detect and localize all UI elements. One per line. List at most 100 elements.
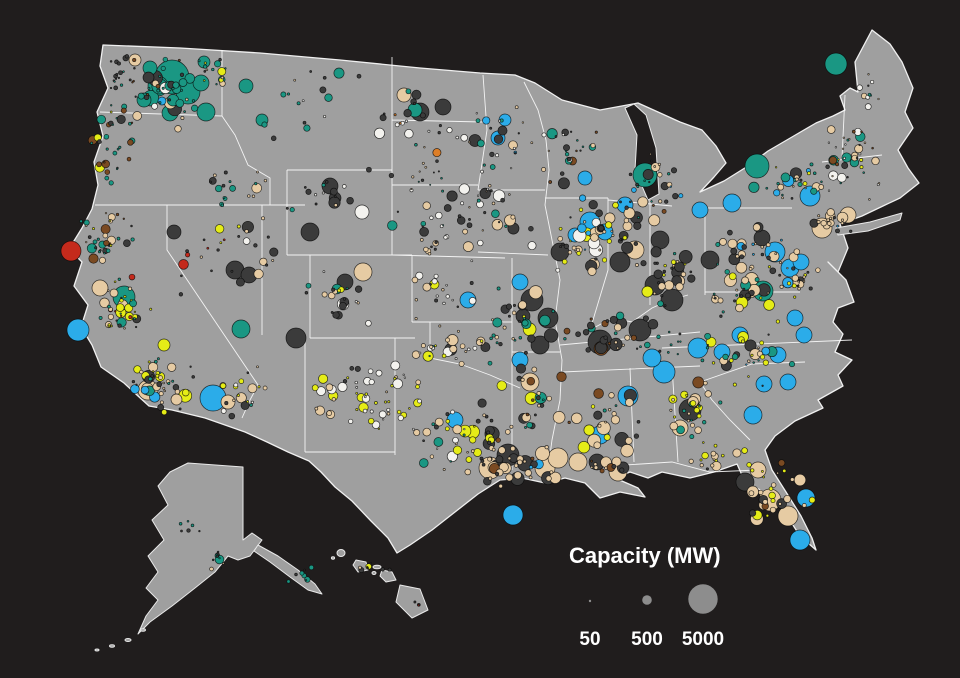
plant-dot — [637, 196, 649, 208]
plant-dot — [678, 332, 682, 336]
plant-dot — [841, 162, 849, 169]
plant-dot — [767, 265, 771, 269]
plant-dot — [211, 67, 215, 72]
plant-dot — [325, 383, 334, 392]
plant-dot — [498, 483, 503, 489]
plant-dot — [271, 258, 275, 262]
plant-dot — [390, 384, 394, 388]
plant-dot — [786, 281, 792, 286]
plant-dot — [462, 433, 466, 437]
plant-dot — [218, 57, 222, 62]
plant-dot — [510, 214, 516, 220]
plant-dot — [305, 282, 312, 289]
plant-dot — [418, 170, 421, 173]
plant-dot — [109, 86, 113, 90]
plant-dot — [514, 105, 519, 110]
plant-dot — [788, 361, 796, 368]
plant-dot — [571, 412, 583, 424]
plant-dot — [769, 267, 777, 275]
plant-dot — [590, 465, 594, 469]
plant-dot — [507, 314, 511, 318]
plant-dot — [133, 66, 136, 70]
plant-dot — [189, 365, 192, 368]
plant-dot — [574, 248, 577, 251]
plant-dot — [563, 327, 571, 335]
plant-dot — [828, 156, 838, 165]
plant-dot — [636, 419, 641, 424]
plant-dot — [761, 346, 771, 356]
plant-dot — [759, 296, 763, 300]
plant-dot — [652, 360, 676, 384]
plant-dot — [827, 141, 831, 144]
plant-dot — [324, 180, 329, 184]
plant-dot — [246, 371, 250, 375]
plant-dot — [614, 340, 618, 345]
plant-dot — [285, 327, 307, 349]
plant-dot — [543, 328, 559, 343]
plant-dot — [674, 261, 685, 273]
plant-dot — [238, 378, 245, 384]
plant-dot — [466, 451, 469, 454]
plant-dot — [104, 211, 108, 215]
plant-dot — [515, 363, 527, 374]
plant-dot — [462, 241, 474, 252]
plant-dot — [377, 427, 381, 430]
plant-dot — [142, 71, 155, 84]
plant-dot — [386, 411, 391, 416]
plant-dot — [739, 254, 745, 260]
plant-dot — [170, 393, 183, 406]
plant-dot — [342, 379, 348, 384]
plant-dot — [609, 315, 618, 324]
plant-dot — [858, 143, 861, 147]
plant-dot — [358, 565, 362, 570]
plant-dot — [445, 337, 451, 343]
plant-dot — [337, 288, 341, 293]
plant-dot — [156, 381, 163, 388]
plant-dot — [590, 404, 596, 409]
legend-label-500: 500 — [631, 629, 663, 650]
plant-dot — [489, 418, 494, 423]
plant-dot — [483, 211, 487, 215]
plant-dot — [689, 270, 693, 274]
plant-dot — [631, 187, 637, 193]
plant-dot — [633, 241, 639, 246]
plant-dot — [557, 236, 563, 242]
plant-dot — [422, 427, 432, 437]
plant-dot — [235, 277, 245, 287]
plant-dot — [109, 60, 113, 63]
plant-dot — [508, 193, 511, 196]
plant-dot — [423, 246, 429, 253]
plant-dot — [365, 320, 372, 327]
plant-dots-layer — [60, 52, 881, 607]
plant-dot — [531, 366, 538, 373]
plant-dot — [128, 273, 136, 281]
plant-dot — [285, 206, 289, 210]
plant-dot — [438, 124, 442, 128]
plant-dot — [489, 336, 493, 341]
plant-dot — [378, 410, 387, 419]
plant-dot — [338, 301, 347, 310]
plant-dot — [561, 242, 565, 246]
plant-dot — [177, 58, 181, 62]
plant-dot — [526, 376, 536, 386]
plant-dot — [639, 345, 642, 349]
plant-dot — [346, 376, 350, 380]
legend-label-50: 50 — [579, 629, 600, 650]
plant-dot — [693, 407, 700, 414]
plant-dot — [115, 303, 125, 312]
plant-dot — [294, 572, 298, 577]
plant-dot — [468, 217, 471, 221]
plant-dot — [687, 337, 709, 359]
plant-dot — [808, 496, 816, 504]
plant-dot — [701, 451, 709, 460]
plant-dot — [263, 178, 268, 183]
plant-dot — [622, 221, 633, 232]
plant-dot — [366, 166, 372, 173]
plant-dot — [228, 412, 236, 420]
plant-dot — [644, 341, 651, 349]
plant-dot — [660, 288, 684, 312]
plant-dot — [216, 248, 220, 252]
plant-dot — [678, 193, 684, 199]
plant-dot — [104, 175, 110, 181]
plant-dot — [679, 340, 682, 343]
